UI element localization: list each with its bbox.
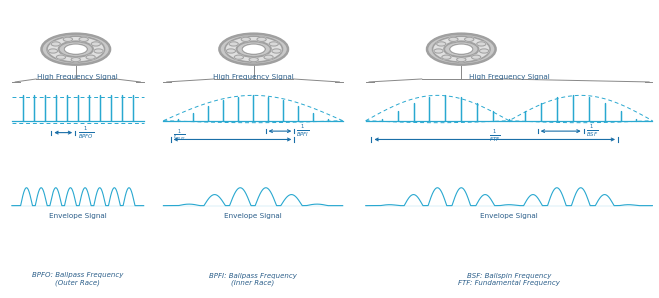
Circle shape bbox=[86, 55, 96, 59]
Circle shape bbox=[56, 55, 65, 59]
Circle shape bbox=[42, 34, 110, 65]
Circle shape bbox=[434, 49, 443, 53]
Circle shape bbox=[442, 55, 451, 59]
Circle shape bbox=[79, 37, 88, 41]
Text: $\frac{1}{BPFO}$: $\frac{1}{BPFO}$ bbox=[78, 125, 95, 141]
Circle shape bbox=[249, 58, 258, 62]
Circle shape bbox=[47, 36, 105, 62]
Circle shape bbox=[219, 34, 288, 65]
Text: High Frequency Signal: High Frequency Signal bbox=[469, 74, 550, 80]
Text: High Frequency Signal: High Frequency Signal bbox=[213, 74, 293, 80]
Circle shape bbox=[229, 42, 239, 46]
Circle shape bbox=[59, 41, 93, 57]
Circle shape bbox=[91, 42, 100, 46]
Text: Envelope Signal: Envelope Signal bbox=[49, 213, 107, 219]
Circle shape bbox=[472, 55, 481, 59]
Circle shape bbox=[480, 49, 489, 53]
Text: $\frac{1}{FTF}$: $\frac{1}{FTF}$ bbox=[489, 128, 500, 144]
Text: Envelope Signal: Envelope Signal bbox=[480, 213, 538, 219]
Circle shape bbox=[234, 55, 243, 59]
Text: $\frac{1}{BSF}$: $\frac{1}{BSF}$ bbox=[586, 123, 598, 139]
Circle shape bbox=[264, 55, 273, 59]
Circle shape bbox=[63, 37, 72, 41]
Text: BSF: Ballspin Frequency
FTF: Fundamental Frequency: BSF: Ballspin Frequency FTF: Fundamental… bbox=[458, 273, 560, 286]
Text: Envelope Signal: Envelope Signal bbox=[224, 213, 282, 219]
Circle shape bbox=[457, 58, 466, 62]
Circle shape bbox=[437, 42, 446, 46]
Circle shape bbox=[257, 37, 266, 41]
Circle shape bbox=[241, 37, 250, 41]
Circle shape bbox=[449, 37, 458, 41]
Text: $\frac{1}{BPFI}$: $\frac{1}{BPFI}$ bbox=[297, 123, 310, 139]
Circle shape bbox=[272, 49, 281, 53]
Circle shape bbox=[48, 49, 57, 53]
Circle shape bbox=[94, 49, 103, 53]
Circle shape bbox=[242, 44, 266, 55]
Circle shape bbox=[226, 49, 235, 53]
Circle shape bbox=[449, 44, 473, 55]
Circle shape bbox=[427, 34, 496, 65]
Circle shape bbox=[269, 42, 278, 46]
Circle shape bbox=[237, 41, 271, 57]
Circle shape bbox=[432, 36, 490, 62]
Text: BPFI: Ballpass Frequency
(Inner Race): BPFI: Ballpass Frequency (Inner Race) bbox=[209, 273, 297, 286]
Circle shape bbox=[225, 36, 283, 62]
Text: High Frequency Signal: High Frequency Signal bbox=[38, 74, 118, 80]
Text: $\frac{1}{f_{inner}}$: $\frac{1}{f_{inner}}$ bbox=[173, 128, 185, 143]
Circle shape bbox=[71, 58, 80, 62]
Circle shape bbox=[444, 41, 478, 57]
Circle shape bbox=[476, 42, 486, 46]
Circle shape bbox=[51, 42, 61, 46]
Text: BPFO: Ballpass Frequency
(Outer Race): BPFO: Ballpass Frequency (Outer Race) bbox=[32, 272, 123, 286]
Circle shape bbox=[465, 37, 474, 41]
Circle shape bbox=[64, 44, 88, 55]
